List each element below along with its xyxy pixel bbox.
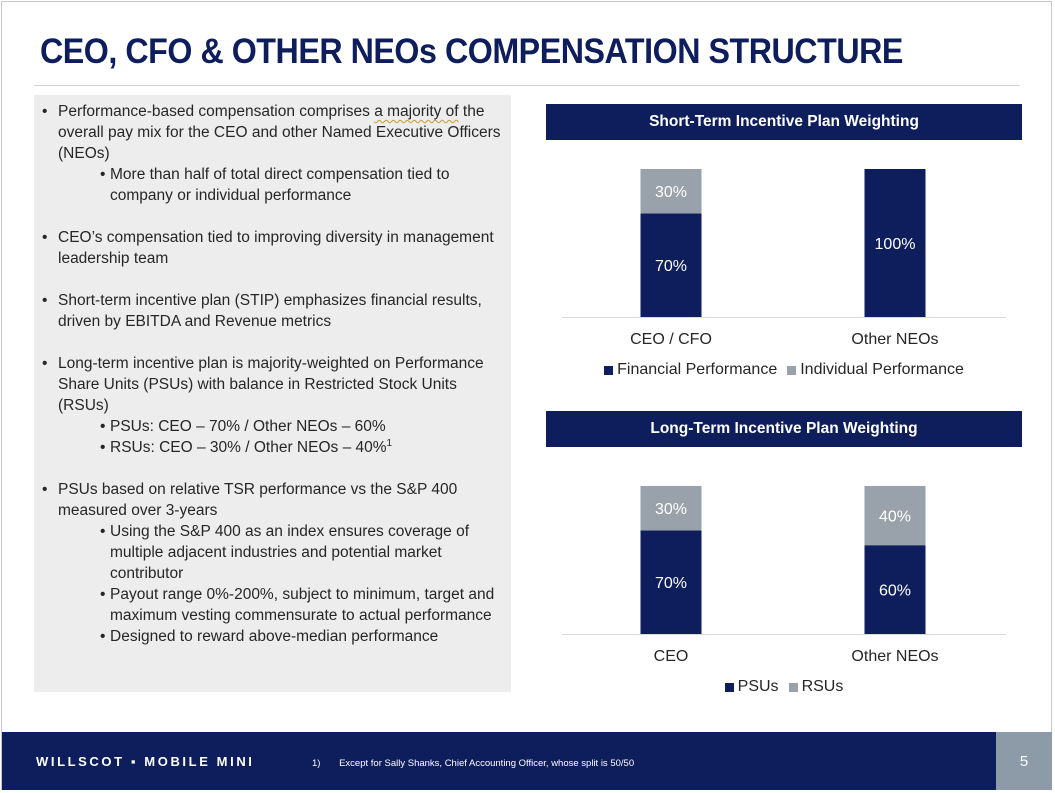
ltip-chart-legend: PSUs RSUs (546, 678, 1022, 696)
legend-label: Financial Performance (617, 361, 778, 378)
page-title: CEO, CFO & OTHER NEOs COMPENSATION STRUC… (40, 32, 903, 71)
bullets-panel: • Performance-based compensation compris… (34, 95, 511, 692)
footnote-marker: 1 (386, 437, 393, 449)
sub-bullet-psu-split: • PSUs: CEO – 70% / Other NEOs – 60% (42, 416, 501, 437)
bullet-text: PSUs based on relative TSR performance v… (58, 481, 458, 519)
bullet-dot: • (100, 523, 106, 540)
category-label: Other NEOs (851, 331, 938, 348)
footnote-number: 1) (312, 758, 321, 769)
bullet-dot: • (100, 628, 106, 645)
legend-item: RSUs (788, 678, 844, 696)
page-number: 5 (996, 732, 1052, 790)
bullet-dot: • (42, 355, 48, 372)
category-label: Other NEOs (851, 648, 938, 665)
title-divider (34, 85, 1020, 86)
legend-item: Individual Performance (787, 361, 964, 379)
company-logo: WILLSCOT ▪ MOBILE MINI (36, 754, 255, 769)
bar-segment (864, 486, 926, 546)
footnote: 1) Except for Sally Shanks, Chief Accoun… (312, 758, 634, 769)
legend-swatch (604, 365, 614, 375)
ltip-chart-title: Long-Term Incentive Plan Weighting (546, 411, 1022, 447)
data-label: 30% (655, 184, 687, 201)
bullet-text: Designed to reward above-median performa… (110, 628, 439, 645)
sub-bullet-sp400-coverage: • Using the S&P 400 as an index ensures … (42, 521, 501, 584)
bullet-text: Long-term incentive plan is majority-wei… (58, 355, 484, 414)
stip-chart-title: Short-Term Incentive Plan Weighting (546, 104, 1022, 140)
bullet-dot: • (42, 229, 48, 246)
spellcheck-underlined-text: a majority of (374, 103, 459, 120)
bar-segment (640, 486, 702, 531)
bullet-text: More than half of total direct compensat… (110, 166, 450, 204)
bar-segment (640, 530, 702, 634)
data-label: 100% (875, 236, 916, 253)
ltip-chart: 70% 30% CEO 60% 40% Other NEOs (562, 486, 1006, 665)
legend-label: RSUs (801, 678, 844, 695)
sub-bullet-payout-range: • Payout range 0%-200%, subject to minim… (42, 584, 501, 626)
bullet-stip: • Short-term incentive plan (STIP) empha… (42, 290, 501, 332)
legend-item: Financial Performance (604, 361, 777, 379)
data-label: 70% (655, 258, 687, 275)
legend-label: Individual Performance (800, 361, 964, 378)
category-label: CEO (654, 648, 689, 665)
bullet-dot: • (100, 166, 106, 183)
bullet-diversity: • CEO’s compensation tied to improving d… (42, 227, 501, 269)
data-label: 60% (879, 583, 911, 600)
bullet-dot: • (42, 103, 48, 120)
bar-segment (640, 169, 702, 214)
bullet-ltip: • Long-term incentive plan is majority-w… (42, 353, 501, 416)
bullet-dot: • (42, 292, 48, 309)
bar-segment (864, 545, 926, 634)
bullet-text: the overall pay mix for the CEO and othe… (58, 103, 501, 162)
data-label: 30% (655, 501, 687, 518)
data-label: 40% (879, 509, 911, 526)
bullet-text: Short-term incentive plan (STIP) emphasi… (58, 292, 482, 330)
bullet-text: Performance-based compensation comprises (58, 103, 375, 120)
sub-bullet-tdc-tied: • More than half of total direct compens… (42, 164, 501, 206)
bullet-text: Payout range 0%-200%, subject to minimum… (110, 586, 495, 624)
legend-swatch (724, 682, 734, 692)
sub-bullet-rsu-split: • RSUs: CEO – 30% / Other NEOs – 40%1 (42, 437, 501, 458)
bullet-performance-pay-mix: • Performance-based compensation compris… (42, 101, 501, 164)
bullet-text: RSUs: CEO – 30% / Other NEOs – 40% (110, 439, 387, 456)
bullet-dot: • (100, 439, 106, 456)
bullet-text: CEO’s compensation tied to improving div… (58, 229, 494, 267)
bullet-text: PSUs: CEO – 70% / Other NEOs – 60% (110, 418, 386, 435)
footer-bar: WILLSCOT ▪ MOBILE MINI 1) Except for Sal… (2, 732, 996, 790)
bullet-tsr: • PSUs based on relative TSR performance… (42, 479, 501, 521)
sub-bullet-above-median: • Designed to reward above-median perfor… (42, 626, 501, 647)
legend-swatch (787, 365, 797, 375)
legend-label: PSUs (737, 678, 779, 695)
bullet-dot: • (42, 481, 48, 498)
bar-segment (864, 169, 926, 317)
stip-chart-legend: Financial Performance Individual Performa… (546, 361, 1022, 379)
data-label: 70% (655, 575, 687, 592)
bar-segment (640, 213, 702, 317)
footnote-text: Except for Sally Shanks, Chief Accountin… (339, 758, 635, 769)
stip-chart: 70% 30% CEO / CFO 100% Other NEOs (562, 169, 1006, 348)
legend-swatch (788, 682, 798, 692)
bullet-dot: • (100, 418, 106, 435)
bullet-text: Using the S&P 400 as an index ensures co… (110, 523, 470, 582)
category-label: CEO / CFO (630, 331, 712, 348)
legend-item: PSUs (724, 678, 779, 696)
bullet-dot: • (100, 586, 106, 603)
